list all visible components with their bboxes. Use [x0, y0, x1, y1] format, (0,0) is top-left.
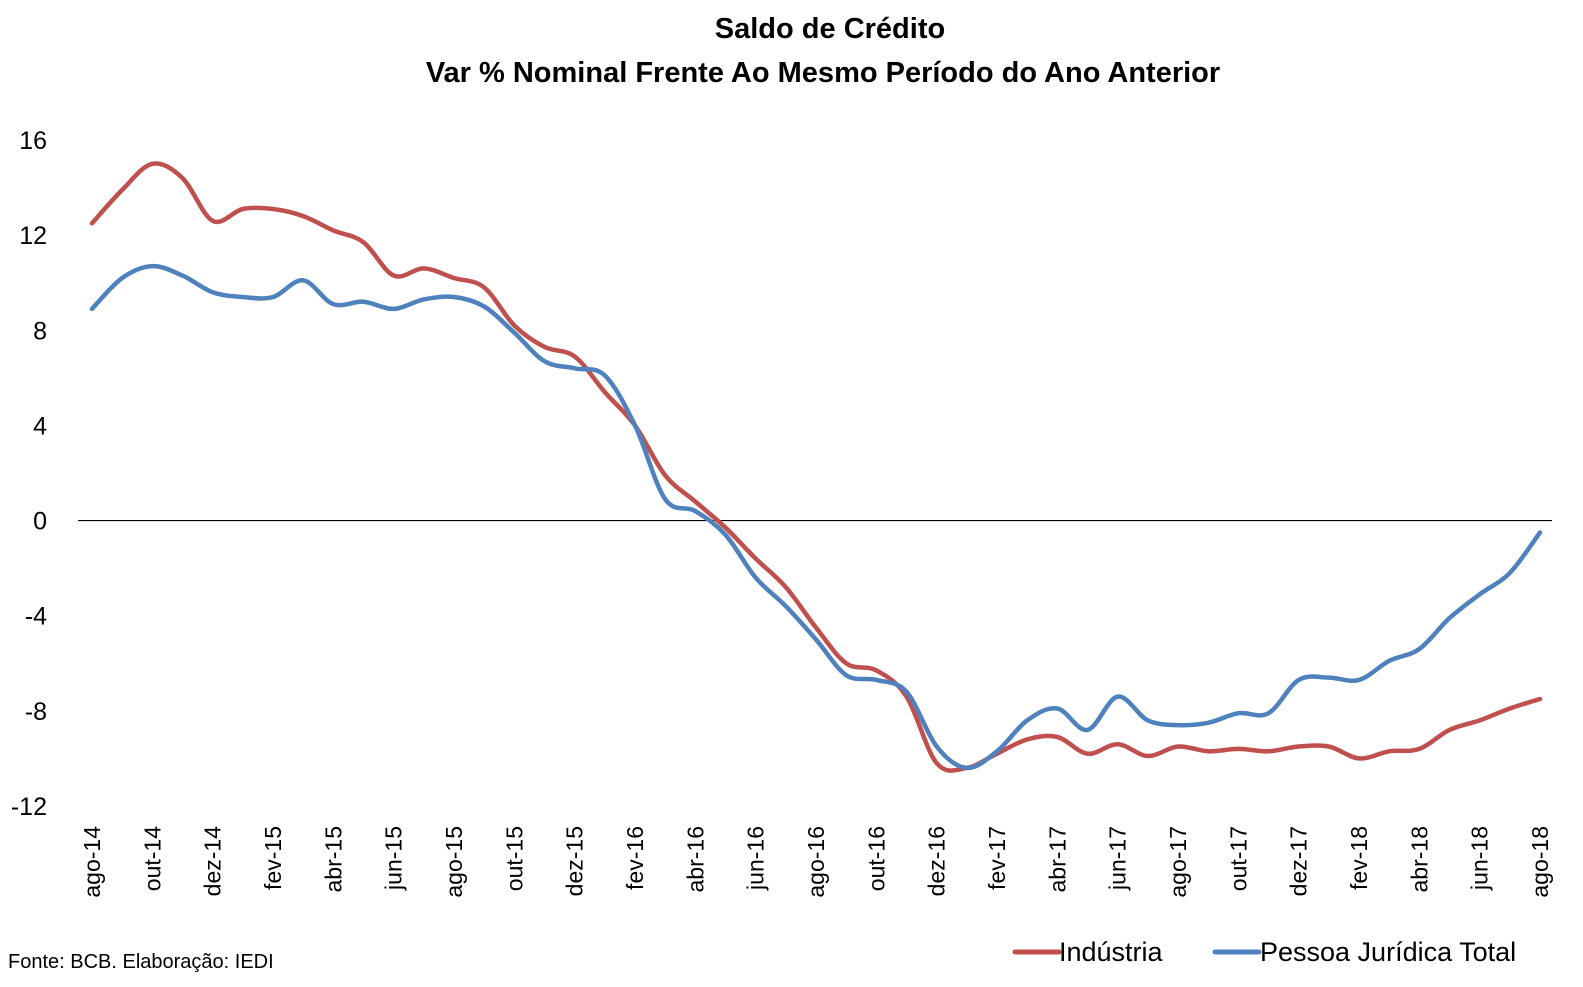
x-tick-label: jun-15: [381, 826, 407, 891]
series-lines: [89, 161, 1543, 773]
x-tick-label: out-15: [501, 826, 527, 891]
x-tick-label: jun-16: [743, 826, 769, 891]
chart-subtitle: Var % Nominal Frente Ao Mesmo Período do…: [426, 57, 1220, 89]
source-note: Fonte: BCB. Elaboração: IEDI: [8, 951, 274, 973]
y-tick-label: 4: [33, 412, 47, 440]
legend-label-industria: Indústria: [1059, 937, 1164, 967]
x-tick-label: out-17: [1225, 826, 1251, 891]
y-tick-label: -8: [25, 698, 47, 726]
series-line-industria: [89, 161, 1543, 773]
x-tick-label: ago-15: [441, 826, 467, 898]
x-tick-label: ago-17: [1165, 826, 1191, 898]
x-tick-label: fev-18: [1346, 826, 1372, 890]
x-tick-label: dez-16: [924, 826, 950, 896]
x-tick-label: abr-15: [320, 826, 346, 892]
legend-label-pessoa-juridica: Pessoa Jurídica Total: [1260, 937, 1516, 967]
x-tick-label: fev-17: [984, 826, 1010, 890]
series-line-pessoa-juridica-total: [89, 263, 1543, 771]
x-tick-label: dez-14: [200, 826, 226, 897]
y-tick-label: 16: [19, 127, 47, 155]
y-tick-label: -12: [11, 793, 47, 821]
chart-title: Saldo de Crédito: [715, 13, 945, 45]
y-tick-label: 12: [19, 222, 47, 250]
x-tick-label: jun-17: [1105, 826, 1131, 891]
x-tick-label: abr-16: [682, 826, 708, 892]
x-tick-label: ago-18: [1527, 826, 1553, 898]
x-tick-label: ago-16: [803, 826, 829, 898]
legend: Indústria Pessoa Jurídica Total: [1012, 937, 1516, 967]
x-tick-label: out-16: [863, 826, 889, 891]
x-tick-label: abr-18: [1406, 826, 1432, 892]
x-axis-ticks: ago-14 out-14 dez-14 fev-15 abr-15 jun-15 ago-…: [79, 826, 1553, 898]
x-tick-label: dez-17: [1286, 826, 1312, 896]
x-tick-label: ago-14: [79, 826, 105, 898]
y-tick-label: 8: [33, 317, 47, 345]
y-axis-ticks: 16 12 8 4 0 -4 -8 -12: [11, 127, 47, 821]
x-tick-label: abr-17: [1044, 826, 1070, 892]
x-tick-label: fev-15: [260, 826, 286, 890]
x-tick-label: fev-16: [622, 826, 648, 890]
y-tick-label: 0: [33, 508, 47, 536]
x-tick-label: jun-18: [1467, 826, 1493, 891]
y-tick-label: -4: [25, 603, 47, 631]
x-tick-label: dez-15: [562, 826, 588, 896]
x-tick-label: out-14: [139, 826, 165, 891]
